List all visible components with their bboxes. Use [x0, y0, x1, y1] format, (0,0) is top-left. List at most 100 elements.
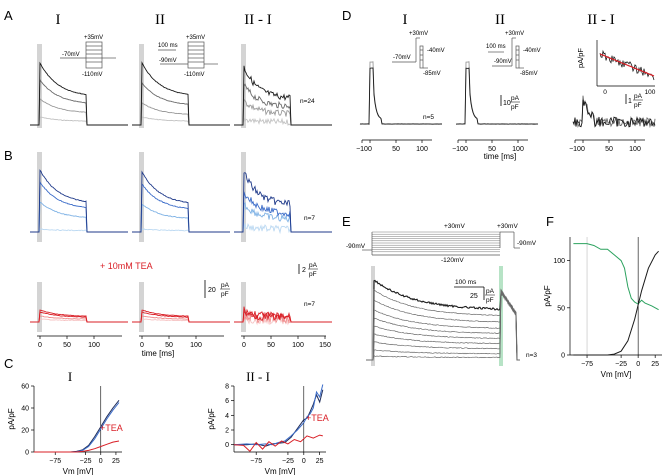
chartF-y-tick-label: 0 [561, 353, 565, 360]
trace-tracesA3-2 [234, 83, 332, 126]
chartC2-x-tick-label: 0 [302, 458, 306, 465]
panel-label-e: E [342, 214, 351, 229]
panel-label-f: F [546, 214, 554, 229]
stim-bar-e-green [499, 266, 503, 366]
chartF-x-tick-label: 25 [651, 361, 659, 368]
time-axis-b: 0 50 100 0 50 100 0 50 100 150 [37, 335, 331, 349]
chartC1-x-tick-label: 0 [99, 458, 103, 465]
stim-bar-b-red-ii [139, 282, 144, 332]
time-axis-d: −10 0 50 100 −10 0 50 100 −10 0 50 100 [356, 139, 645, 153]
chartC2-y-tick-label: 6 [225, 398, 229, 405]
trace-tracesB2-1 [132, 203, 230, 233]
chartC1-series-2 [34, 440, 120, 453]
time-axis-d-tick-label: 100 [416, 146, 428, 153]
traces-d-i [359, 61, 442, 125]
scale-bdiff-den: pF [309, 271, 317, 278]
chartC2-y-label: pA/pF [207, 408, 216, 429]
chartC2-series-1 [233, 384, 324, 446]
trace-tracesD2-1 [455, 67, 539, 125]
stim-bar-b-red-iii [241, 282, 246, 332]
chartC1-x-tick-label: −25 [80, 458, 92, 465]
proto-d-i-step: -40mV [427, 48, 445, 54]
proto-a-ii-duration: 100 ms [158, 43, 178, 49]
time-axis-d-tick-label: 100 [512, 146, 524, 153]
time-axis-d-tick-label: 0 [581, 146, 585, 153]
proto-d-ii-bottom: -85mV [520, 71, 538, 77]
protocol-e [362, 231, 520, 256]
time-axis-d-tick-label: −10 [452, 146, 464, 153]
time-axis-b-tick-label: 0 [140, 342, 144, 349]
time-axis-b-tick-label: 50 [63, 342, 71, 349]
trace-tracesB3-3 [234, 172, 332, 233]
traces-a-ii-minus-i [234, 65, 332, 126]
n-label-d1: n=5 [423, 114, 434, 121]
protocol-a-ii [158, 41, 218, 69]
chartC1-y-tick-label: 0 [25, 450, 29, 457]
scale-bdiff-num: pA [309, 262, 318, 269]
time-axis-b-tick-label: 150 [319, 342, 331, 349]
trace-e-5 [366, 289, 520, 361]
trace-tracesA2-2 [132, 81, 230, 126]
trace-tracesB1-0 [30, 228, 128, 233]
proto-e-right: -90mV [517, 240, 537, 247]
trace-e-2 [366, 291, 520, 361]
chartF-x-tick-label: −25 [615, 361, 627, 368]
chartC2-x-tick-label: −25 [282, 458, 294, 465]
panel-label-a: A [4, 8, 13, 23]
title-a-ii-minus-i: II - I [244, 12, 271, 28]
time-axis-d-tick-label: 50 [605, 146, 613, 153]
time-axis-b-tick-label: 0 [242, 342, 246, 349]
inset-d3-xtick-0: 0 [603, 89, 607, 96]
trace-tracesA2-1 [132, 101, 230, 126]
trace-tracesB1-3 [30, 169, 128, 233]
chartC2-x-label: Vm [mV] [265, 467, 296, 475]
trace-tracesBr3-3 [234, 306, 332, 323]
chartC1-y-tick-label: 40 [21, 406, 29, 413]
time-axis-d-tick-label: 0 [464, 146, 468, 153]
inset-d3-fit [599, 53, 655, 77]
trace-tracesA1-0 [30, 116, 128, 126]
proto-a-i-bottom: -110mV [82, 72, 103, 78]
chartC1-y-tick-label: 60 [21, 384, 29, 391]
n-label-e: n=3 [526, 352, 537, 359]
trace-tracesB3-0 [234, 223, 332, 235]
proto-a-ii-bottom: -110mV [184, 72, 205, 78]
proto-d-i-bottom: -85mV [423, 71, 441, 77]
time-axis-d-tick-label: 100 [629, 146, 641, 153]
time-axis-d-tick-label: 50 [488, 146, 496, 153]
trace-e-3 [366, 290, 520, 361]
trace-e-1 [366, 288, 520, 361]
chartC2-annotation: +TEA [306, 413, 329, 423]
traces-b-tea-ii-minus-i [234, 306, 332, 326]
traces-d-ii-minus-i [572, 95, 656, 129]
trace-tracesD3-0 [572, 95, 656, 129]
trace-e-9 [366, 288, 520, 361]
trace-tracesD1-1 [359, 67, 442, 125]
trace-tracesBr1-3 [30, 309, 128, 323]
panel-label-b: B [4, 148, 13, 163]
time-axis-b-tick-label: 100 [190, 342, 202, 349]
chart-c-ii-minus-i: −75 −25 0 25 0 2 4 6 8 Vm [mV] pA/pF +TEA [207, 384, 329, 475]
trace-e-7 [366, 290, 520, 361]
time-axis-b-tick-label: 100 [88, 342, 100, 349]
title-c-ii-minus-i: II - I [246, 369, 270, 384]
time-axis-d-label: time [ms] [484, 152, 516, 161]
chartC1-x-label: Vm [mV] [63, 467, 94, 475]
scale-d2-num: pA [511, 95, 520, 102]
trace-tracesBr2-3 [132, 309, 230, 323]
scale-bdiff-value: 2 [302, 267, 306, 274]
proto-a-ii-hold: -90mV [159, 58, 177, 64]
scale-d2-den: pF [511, 104, 519, 111]
chartF-series-0 [573, 243, 659, 311]
protocol-a-i [60, 41, 116, 69]
scale-b-den: pF [221, 291, 229, 298]
time-axis-d-tick-label: −10 [569, 146, 581, 153]
inset-d3-ylabel: pA/pF [576, 48, 585, 68]
time-axis-b-label: time [ms] [142, 349, 174, 358]
chartF-x-tick-label: −75 [581, 361, 593, 368]
proto-e-top-right: +30mV [497, 223, 518, 230]
trace-e-4 [366, 289, 520, 361]
chartC2-y-tick-label: 8 [225, 384, 229, 391]
chartF-y-label: pA/pF [543, 285, 552, 306]
chartC2-series-2 [233, 434, 323, 453]
